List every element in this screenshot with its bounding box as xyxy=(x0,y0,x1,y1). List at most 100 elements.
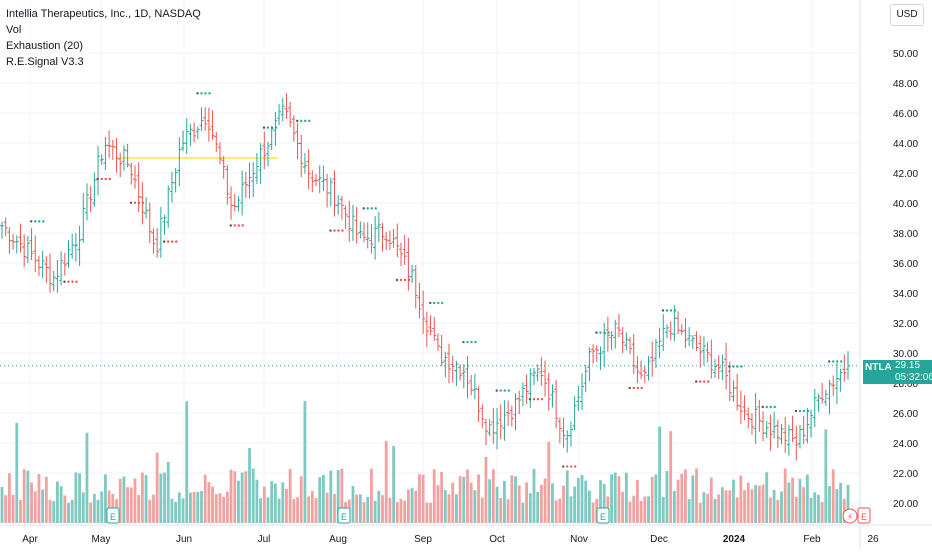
volume-bar xyxy=(717,494,721,523)
legend-title[interactable]: Intellia Therapeutics, Inc., 1D, NASDAQ xyxy=(6,8,201,20)
exhaustion-dot xyxy=(836,360,839,363)
ohlc-bar xyxy=(406,237,411,291)
volume-bar xyxy=(303,401,307,523)
exhaustion-dot xyxy=(38,220,41,223)
ohlc-bar xyxy=(365,222,370,249)
volume-bar xyxy=(573,486,577,523)
y-tick-label: 36.00 xyxy=(893,259,918,270)
ohlc-bar xyxy=(424,311,429,348)
volume-bar xyxy=(307,496,311,523)
volume-bar xyxy=(392,446,395,523)
volume-bar xyxy=(750,489,754,523)
volume-bar xyxy=(805,474,809,523)
dots-layer xyxy=(30,92,843,468)
exhaustion-dot xyxy=(628,386,631,390)
exhaustion-dot xyxy=(661,309,665,312)
exhaustion-dot xyxy=(262,126,266,129)
exhaustion-dot xyxy=(761,405,764,409)
y-tick-label: 30.00 xyxy=(893,349,918,360)
ohlc-bar xyxy=(339,196,344,220)
ohlc-bar xyxy=(92,172,97,207)
ohlc-bar xyxy=(664,324,669,339)
exhaustion-dot xyxy=(266,126,270,129)
volume-bar xyxy=(292,498,296,523)
exhaustion-dot xyxy=(100,177,103,181)
ohlc-bar xyxy=(487,419,492,437)
exhaustion-dot xyxy=(395,278,399,282)
volume-bar xyxy=(691,475,695,523)
ohlc-bar xyxy=(731,380,736,402)
volume-bar xyxy=(739,475,743,523)
volume-bar xyxy=(528,493,532,523)
legend-indicator-vol[interactable]: Vol xyxy=(6,24,22,36)
ohlc-bar xyxy=(36,255,41,276)
volume-bar xyxy=(728,490,732,523)
volume-bar xyxy=(318,477,322,523)
volume-bar xyxy=(587,490,591,523)
volume-bar xyxy=(355,494,359,523)
ohlc-bar xyxy=(210,110,215,141)
ohlc-bar xyxy=(221,155,226,179)
volume-bar xyxy=(89,502,93,523)
legend-indicator-resignal[interactable]: R.E.Signal V3.3 xyxy=(6,56,84,68)
volume-bar xyxy=(0,487,4,523)
exhaustion-dot xyxy=(466,340,469,344)
ohlc-bar xyxy=(421,290,426,334)
exhaustion-dot xyxy=(333,229,336,232)
ohlc-bar xyxy=(546,372,551,411)
volume-bar xyxy=(624,472,628,523)
volume-bar xyxy=(536,492,540,523)
exhaustion-dot xyxy=(503,389,506,392)
ohlc-bar xyxy=(317,165,322,193)
ohlc-bar xyxy=(25,235,30,263)
volume-bar xyxy=(340,468,344,523)
x-tick-label: Sep xyxy=(414,534,432,545)
ohlc-bar xyxy=(284,92,289,120)
exhaustion-dot xyxy=(171,240,174,243)
ohlc-bar xyxy=(181,130,186,152)
ohlc-bar xyxy=(720,354,725,380)
volume-bar xyxy=(277,498,281,523)
ohlc-bar xyxy=(155,227,160,258)
currency-button[interactable]: USD xyxy=(890,4,924,26)
ohlc-bar xyxy=(838,368,843,392)
ohlc-bar xyxy=(354,206,359,244)
volume-bar xyxy=(259,498,263,523)
bar-layer xyxy=(0,92,850,461)
ohlc-bar xyxy=(576,385,581,411)
legend-indicator-exhaustion[interactable]: Exhaustion (20) xyxy=(6,40,84,52)
volume-bar xyxy=(189,492,192,523)
volume-bar xyxy=(92,494,96,523)
ohlc-bar xyxy=(513,393,518,431)
volume-bar xyxy=(654,474,658,523)
ohlc-bar xyxy=(410,264,415,283)
volume-bar xyxy=(81,492,85,523)
exhaustion-dot xyxy=(274,126,278,129)
volume-bar xyxy=(772,489,776,523)
ohlc-bar xyxy=(801,415,806,445)
exhaustion-dot xyxy=(30,220,33,223)
volume-bar xyxy=(477,474,480,523)
volume-bar xyxy=(503,480,506,523)
ohlc-bar xyxy=(391,228,396,248)
earnings-marker-box xyxy=(106,507,120,524)
volume-bar xyxy=(358,494,362,523)
volume-bar xyxy=(200,490,203,523)
exhaustion-dot xyxy=(566,465,569,468)
ohlc-bar xyxy=(701,336,706,366)
volume-bar xyxy=(636,479,639,523)
volume-bar xyxy=(41,489,45,523)
volume-bar xyxy=(576,477,580,523)
ohlc-bar xyxy=(243,171,248,198)
volume-bar xyxy=(399,498,403,523)
volume-bar xyxy=(680,473,684,523)
ohlc-bar xyxy=(809,409,814,438)
volume-bar xyxy=(214,494,218,523)
volume-bar xyxy=(237,480,240,523)
earnings-marker: E xyxy=(596,507,610,524)
exhaustion-dot xyxy=(133,201,137,204)
ohlc-bar xyxy=(483,418,488,446)
